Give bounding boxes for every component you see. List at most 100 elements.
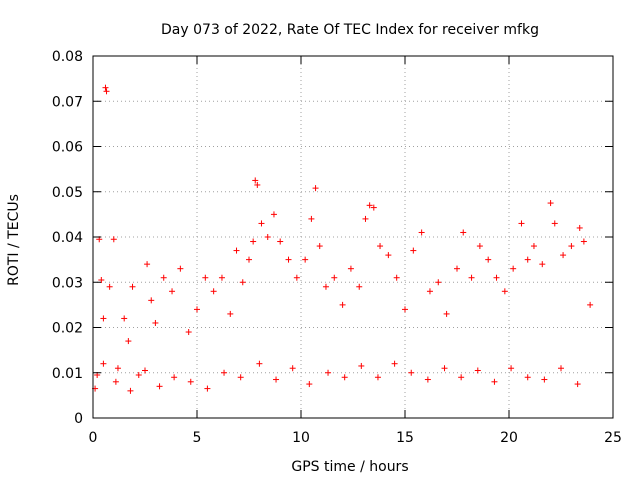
- data-point-plus-marker: [460, 229, 467, 236]
- data-point-plus-marker: [493, 274, 500, 281]
- data-point-plus-marker: [308, 215, 315, 222]
- y-axis-label: ROTI / TECUs: [6, 194, 22, 286]
- data-point-plus-marker: [256, 360, 263, 367]
- data-point-plus-marker: [331, 274, 338, 281]
- y-tick-label: 0.02: [52, 321, 83, 337]
- data-point-plus-marker: [177, 265, 184, 272]
- data-point-plus-marker: [204, 385, 211, 392]
- data-point-plus-marker: [443, 310, 450, 317]
- data-point-plus-marker: [476, 243, 483, 250]
- y-tick-label: 0: [74, 411, 83, 427]
- data-point-plus-marker: [374, 374, 381, 381]
- data-point-plus-marker: [289, 365, 296, 372]
- data-point-plus-marker: [524, 256, 531, 263]
- data-point-plus-marker: [362, 215, 369, 222]
- data-point-plus-marker: [112, 378, 119, 385]
- data-point-plus-marker: [458, 374, 465, 381]
- data-point-plus-marker: [316, 243, 323, 250]
- data-point-plus-marker: [358, 362, 365, 369]
- x-tick-label: 25: [604, 430, 622, 446]
- data-point-plus-marker: [98, 276, 105, 283]
- data-point-plus-marker: [254, 181, 261, 188]
- x-tick-label: 10: [292, 430, 310, 446]
- data-point-plus-marker: [102, 84, 109, 91]
- data-point-plus-marker: [501, 288, 508, 295]
- data-point-plus-marker: [293, 274, 300, 281]
- data-point-plus-marker: [551, 220, 558, 227]
- data-point-plus-marker: [441, 365, 448, 372]
- data-point-plus-marker: [491, 378, 498, 385]
- data-point-plus-marker: [125, 338, 132, 345]
- data-point-plus-marker: [156, 383, 163, 390]
- y-tick-label: 0.03: [52, 275, 83, 291]
- data-point-plus-marker: [106, 283, 113, 290]
- data-point-plus-marker: [339, 301, 346, 308]
- data-point-plus-marker: [285, 256, 292, 263]
- data-point-plus-marker: [341, 374, 348, 381]
- data-point-plus-marker: [277, 238, 284, 245]
- data-point-plus-marker: [233, 247, 240, 254]
- data-point-plus-marker: [385, 252, 392, 259]
- data-point-plus-marker: [127, 387, 134, 394]
- x-tick-label: 5: [193, 430, 202, 446]
- y-tick-label: 0.07: [52, 94, 83, 110]
- data-point-plus-marker: [391, 360, 398, 367]
- data-point-plus-marker: [302, 256, 309, 263]
- data-point-plus-marker: [541, 376, 548, 383]
- data-point-plus-marker: [580, 238, 587, 245]
- data-point-plus-marker: [246, 256, 252, 263]
- data-point-plus-marker: [510, 265, 517, 272]
- data-point-plus-marker: [250, 238, 257, 245]
- x-tick-label: 20: [500, 430, 518, 446]
- data-point-plus-marker: [558, 365, 564, 372]
- data-point-plus-marker: [148, 297, 155, 304]
- data-point-plus-marker: [393, 274, 400, 281]
- data-point-plus-marker: [169, 288, 176, 295]
- grid-layer: [93, 56, 613, 418]
- y-tick-label: 0.08: [52, 49, 83, 65]
- data-point-plus-marker: [135, 372, 142, 379]
- data-point-plus-marker: [474, 367, 481, 374]
- data-point-plus-marker: [121, 315, 128, 322]
- data-point-plus-marker: [129, 283, 136, 290]
- chart-title: Day 073 of 2022, Rate Of TEC Index for r…: [161, 22, 539, 38]
- data-point-plus-marker: [454, 265, 460, 272]
- data-point-plus-marker: [485, 256, 492, 263]
- data-point-plus-marker: [306, 381, 313, 388]
- data-point-plus-marker: [574, 381, 581, 388]
- data-point-plus-marker: [322, 283, 329, 290]
- data-point-plus-marker: [210, 288, 217, 295]
- y-tick-label: 0.06: [52, 140, 83, 156]
- data-point-plus-marker: [264, 234, 271, 240]
- data-point-plus-marker: [152, 319, 159, 326]
- x-tick-labels: 0 5 10 15 20 25: [89, 430, 622, 446]
- data-point-plus-marker: [100, 360, 107, 367]
- data-point-plus-marker: [435, 279, 442, 286]
- data-point-plus-marker: [426, 288, 433, 295]
- data-point-plus-marker: [160, 274, 167, 281]
- data-point-plus-marker: [110, 236, 117, 243]
- x-tick-label: 15: [396, 430, 414, 446]
- data-point-plus-marker: [370, 204, 377, 211]
- data-point-plus-marker: [402, 306, 408, 313]
- x-axis-label: GPS time / hours: [291, 459, 408, 475]
- data-point-plus-marker: [273, 376, 280, 383]
- data-point-plus-marker: [144, 261, 151, 268]
- data-point-plus-marker: [237, 374, 244, 381]
- data-point-plus-marker: [366, 202, 373, 209]
- data-point-plus-marker: [547, 200, 554, 207]
- data-point-plus-marker: [508, 365, 515, 372]
- data-point-plus-marker: [185, 329, 192, 336]
- data-point-plus-marker: [227, 310, 234, 317]
- data-point-plus-marker: [356, 283, 363, 290]
- y-tick-labels: 0 0.01 0.02 0.03 0.04 0.05 0.06 0.07 0.08: [52, 49, 83, 427]
- data-point-plus-marker: [587, 301, 594, 308]
- data-point-plus-marker: [194, 306, 200, 313]
- data-point-plus-marker: [202, 274, 209, 281]
- data-point-plus-marker: [171, 374, 178, 381]
- data-point-plus-marker: [258, 220, 265, 227]
- y-tick-label: 0.05: [52, 185, 83, 201]
- data-point-plus-marker: [239, 279, 246, 286]
- data-point-plus-marker: [103, 88, 110, 95]
